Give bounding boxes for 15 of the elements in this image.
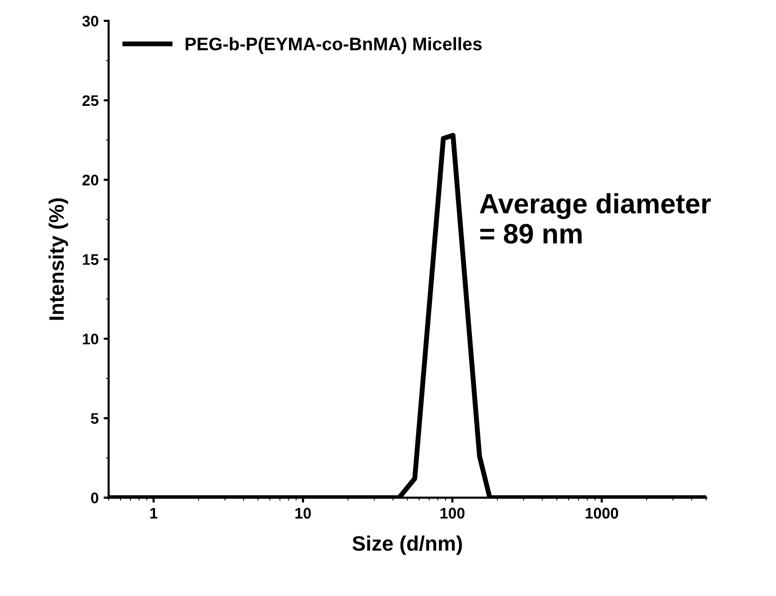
x-tick-label: 1000 (586, 508, 618, 519)
y-tick-label: 20 (82, 174, 98, 186)
y-tick-label: 15 (82, 254, 98, 265)
y-tick-label: 0 (91, 492, 98, 504)
y-axis-title: Intensity (%) (48, 198, 68, 320)
legend-label: PEG-b-P(EYMA-co-BnMA) Micelles (186, 37, 482, 54)
x-axis-title: Size (d/nm) (352, 536, 462, 555)
x-tick-label: 1 (150, 508, 158, 518)
annotation: Average diameter = 89 nm (480, 193, 711, 244)
y-tick-label: 5 (90, 413, 98, 424)
y-tick-label: 10 (82, 334, 98, 344)
y-tick-label: 30 (82, 16, 98, 27)
x-tick-label: 100 (440, 508, 464, 519)
x-tick-label: 10 (295, 508, 311, 519)
y-tick-label: 25 (82, 95, 98, 106)
